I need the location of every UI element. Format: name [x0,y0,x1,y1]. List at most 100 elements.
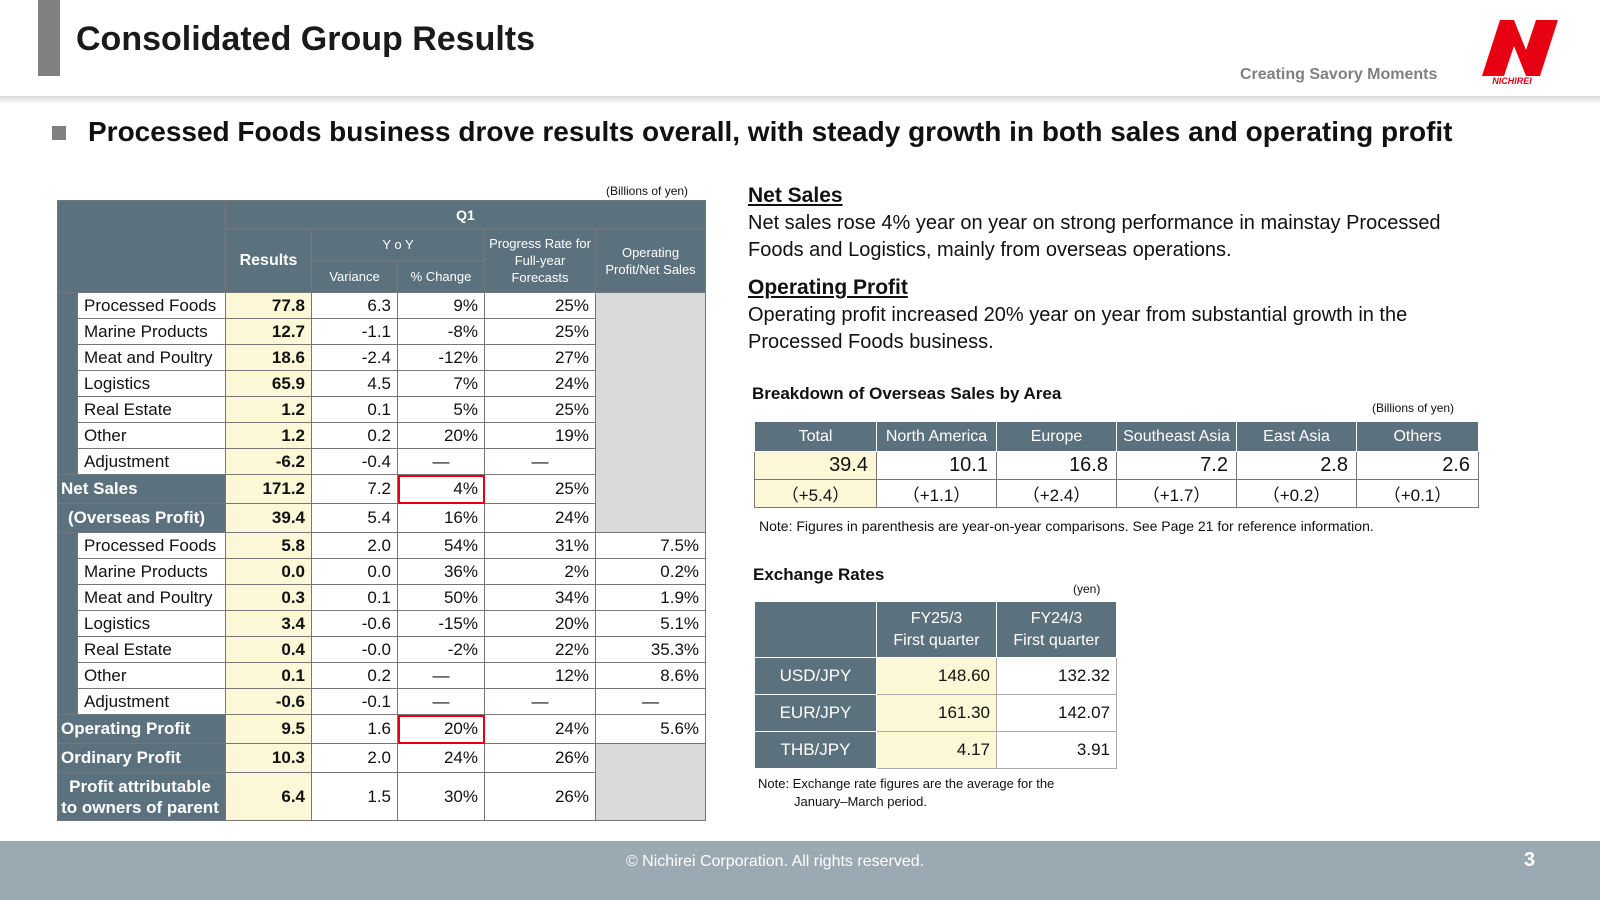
progress-cell: 19% [484,422,596,449]
progress-cell: 24% [484,370,596,397]
results-cell: 0.1 [225,662,312,689]
variance-cell: 0.2 [311,662,398,689]
results-cell: 3.4 [225,610,312,637]
main-table-unit: (Billions of yen) [606,184,689,198]
variance-cell: 2.0 [311,743,398,773]
results-cell: 65.9 [225,370,312,397]
area-change: （+2.4） [996,479,1117,508]
results-cell: 5.8 [225,532,312,559]
area-value: 16.8 [996,451,1117,480]
row-label: Adjustment [77,448,226,475]
variance-cell: 6.3 [311,292,398,319]
area-header: Total [754,421,877,452]
page-title: Consolidated Group Results [76,20,536,58]
nichirei-logo-icon [1482,20,1558,76]
table-row: Marine Products 12.7 -1.1 -8% 25% [58,318,706,345]
table-row: EUR/JPY 161.30 142.07 [754,694,1117,732]
area-value: 7.2 [1116,451,1237,480]
results-cell: 77.8 [225,292,312,319]
profit-indent-bar [57,532,78,715]
results-cell: 12.7 [225,318,312,345]
fy25-label: FY25/3 [910,609,963,627]
fx-current: 4.17 [876,731,997,769]
row-label: Marine Products [77,318,226,345]
exchange-rates-unit: (yen) [1073,582,1101,596]
net-sales-text: Net sales rose 4% year on year on strong… [748,212,1441,261]
fx-current: 148.60 [876,657,997,695]
variance-cell: -2.4 [311,344,398,371]
variance-cell: 7.2 [311,474,398,504]
margin-blank-cell [594,743,707,821]
margin-cell: 35.3% [594,636,707,663]
margin-header: Operating Profit/Net Sales [594,228,707,293]
header-divider [0,96,1600,104]
variance-cell: 2.0 [311,532,398,559]
row-label: Real Estate [77,636,226,663]
table-row: 39.4 10.1 16.8 7.2 2.8 2.6 [754,451,1479,480]
results-cell: 39.4 [225,503,312,533]
margin-cell: 7.5% [594,532,707,559]
progress-cell: 27% [484,344,596,371]
row-label: Adjustment [77,688,226,715]
progress-cell: — [484,688,596,715]
table-row: THB/JPY 4.17 3.91 [754,731,1117,769]
area-value: 10.1 [876,451,997,480]
variance-cell: -0.6 [311,610,398,637]
progress-cell: 24% [484,503,596,533]
variance-cell: -1.1 [311,318,398,345]
results-header: Results [225,228,312,293]
overseas-profit-label: (Overseas Profit) [57,503,226,533]
overseas-note: Note: Figures in parenthesis are year-on… [759,518,1374,534]
ordinary-profit-row: Ordinary Profit 10.3 2.0 24% 26% [57,743,707,821]
pct-cell-highlighted: 20% [397,714,485,744]
overseas-profit-row: (Overseas Profit) 39.4 5.4 16% 24% [57,503,706,533]
pct-cell: — [397,448,485,475]
headline: Processed Foods business drove results o… [52,116,1453,148]
margin-cell: — [594,688,707,715]
profit-parent-row: Profit attributable to owners of parent … [57,772,706,821]
overseas-sales-unit: (Billions of yen) [1372,401,1455,415]
margin-cell: 5.6% [594,714,707,744]
fx-prior: 132.32 [996,657,1117,695]
pct-cell: -12% [397,344,485,371]
headline-text: Processed Foods business drove results o… [88,116,1453,147]
ordinary-profit-label: Ordinary Profit [57,743,226,773]
table-row: Real Estate 0.4 -0.0 -2% 22% 35.3% [58,636,707,663]
pct-change-header: % Change [397,260,485,293]
table-row: Real Estate 1.2 0.1 5% 25% [58,396,706,423]
pct-cell: 9% [397,292,485,319]
footer: © Nichirei Corporation. All rights reser… [0,841,1600,900]
variance-cell: 5.4 [311,503,398,533]
table-row: Adjustment -0.6 -0.1 — — — [58,688,707,715]
progress-cell: 25% [484,318,596,345]
row-label: Real Estate [77,396,226,423]
area-change: （+5.4） [754,479,877,508]
row-label: Meat and Poultry [77,584,226,611]
currency-pair: THB/JPY [754,731,877,769]
fy25-header: FY25/3 First quarter [876,601,997,658]
area-change: （+0.2） [1236,479,1357,508]
table-row: Marine Products 0.0 0.0 36% 2% 0.2% [58,558,707,585]
fy24-header: FY24/3 First quarter [996,601,1117,658]
row-label: Meat and Poultry [77,344,226,371]
area-change: （+1.7） [1116,479,1237,508]
variance-cell: 0.0 [311,558,398,585]
exchange-rates-title: Exchange Rates [753,565,885,584]
progress-cell: 20% [484,610,596,637]
row-label: Logistics [77,370,226,397]
progress-cell: 25% [484,474,596,504]
fx-corner [754,601,877,658]
exchange-rates-table: FY25/3 First quarter FY24/3 First quarter … [754,601,1117,769]
area-change: （+0.1） [1356,479,1479,508]
fy24-label: FY24/3 [1030,609,1083,627]
operating-profit-text: Operating profit increased 20% year on y… [748,304,1408,353]
row-label: Other [77,422,226,449]
variance-cell: -0.1 [311,688,398,715]
variance-cell: -0.0 [311,636,398,663]
area-value: 2.6 [1356,451,1479,480]
margin-blank-cell [594,292,707,533]
results-table: Q1 Results Y o Y Progress Rate for Full-… [57,200,707,821]
table-row: Meat and Poultry 0.3 0.1 50% 34% 1.9% [58,584,707,611]
area-header: Europe [996,421,1117,452]
table-header-row: FY25/3 First quarter FY24/3 First quarter [754,601,1117,658]
